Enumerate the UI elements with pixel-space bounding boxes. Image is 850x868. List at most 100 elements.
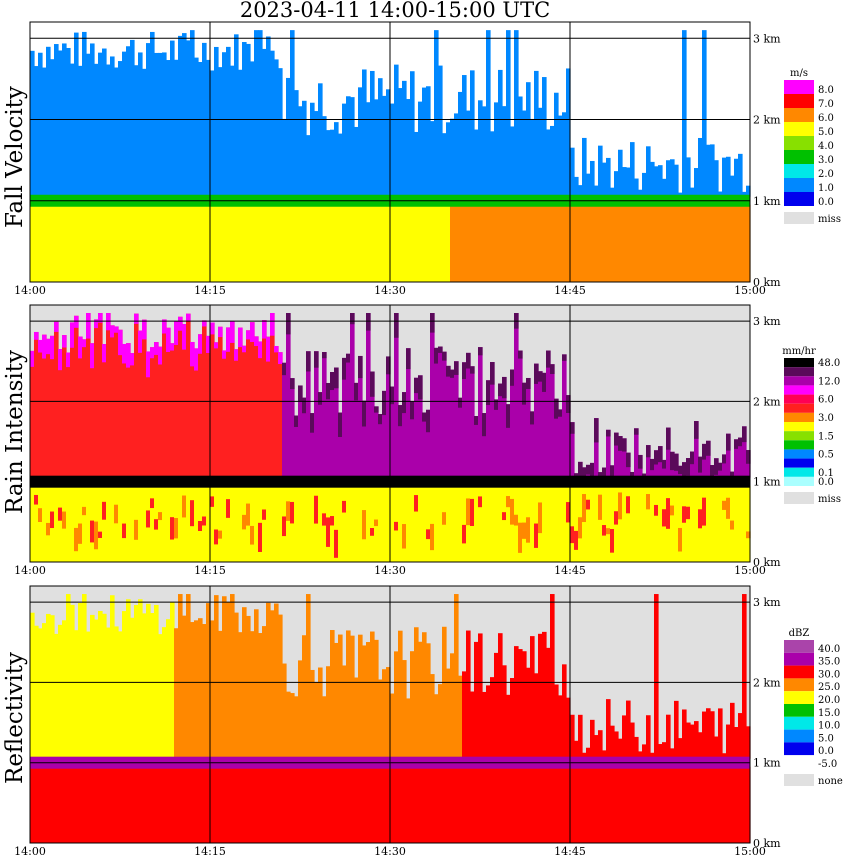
echo-top	[398, 405, 403, 427]
echo-top	[66, 352, 71, 368]
echo-column	[250, 322, 255, 478]
echo-column	[266, 36, 271, 197]
echo-top	[638, 454, 643, 469]
echo-column	[78, 65, 83, 197]
echo-top	[218, 326, 223, 338]
echo-column	[702, 711, 707, 759]
rain-streak	[426, 529, 431, 540]
echo-top	[246, 330, 251, 340]
echo-column	[282, 362, 287, 478]
echo-column	[494, 102, 499, 197]
echo-column	[506, 404, 511, 478]
rain-column	[422, 204, 427, 282]
rain-column	[110, 766, 115, 843]
echo-column	[430, 313, 435, 478]
echo-column	[70, 322, 75, 478]
echo-top	[562, 354, 567, 361]
rain-column	[630, 204, 635, 282]
echo-column	[642, 172, 647, 197]
legend-label: 15.0	[818, 708, 840, 719]
echo-top	[250, 322, 255, 343]
echo-column	[262, 320, 267, 478]
rain-column	[330, 766, 335, 843]
echo-column	[426, 409, 431, 478]
echo-column	[482, 106, 487, 197]
rain-streak	[526, 517, 531, 543]
echo-top	[622, 438, 627, 452]
rain-streak	[394, 521, 399, 531]
rain-column	[34, 204, 39, 282]
rain-column	[554, 485, 559, 562]
rain-column	[406, 204, 411, 282]
rain-column	[566, 485, 571, 562]
rain-column	[330, 204, 335, 282]
echo-column	[714, 736, 719, 759]
rain-column	[322, 766, 327, 843]
rain-column	[606, 204, 611, 282]
echo-column	[126, 46, 131, 197]
rain-column	[710, 204, 715, 282]
echo-column	[326, 382, 331, 478]
echo-column	[290, 30, 295, 197]
echo-column	[354, 677, 359, 759]
rain-column	[106, 485, 111, 562]
echo-column	[226, 46, 231, 197]
rain-column	[246, 204, 251, 282]
rain-column	[126, 204, 131, 282]
rain-column	[630, 485, 635, 562]
echo-column	[178, 316, 183, 478]
echo-top	[578, 461, 583, 477]
rain-column	[354, 485, 359, 562]
rain-column	[546, 766, 551, 843]
rain-streak	[34, 494, 39, 505]
echo-column	[338, 634, 343, 759]
echo-top	[138, 330, 143, 353]
echo-column	[174, 59, 179, 197]
echo-column	[426, 86, 431, 197]
legend-label: 40.0	[818, 644, 840, 655]
rain-column	[550, 766, 555, 843]
rain-column	[170, 204, 175, 282]
rain-column	[150, 485, 155, 562]
rain-column	[678, 204, 683, 282]
rain-streak	[158, 512, 163, 521]
echo-column	[550, 364, 555, 478]
echo-column	[58, 50, 63, 197]
echo-column	[534, 70, 539, 197]
rain-column	[730, 766, 735, 843]
rain-column	[418, 766, 423, 843]
rain-streak	[74, 527, 79, 552]
echo-top	[38, 339, 43, 353]
echo-column	[170, 40, 175, 197]
y-tick-label: 1 km	[753, 757, 781, 770]
echo-column	[278, 352, 283, 478]
echo-column	[182, 33, 187, 197]
rain-column	[674, 204, 679, 282]
echo-column	[262, 48, 267, 197]
rain-column	[370, 485, 375, 562]
rain-column	[602, 766, 607, 843]
rain-column	[590, 766, 595, 843]
rain-column	[90, 204, 95, 282]
legend-swatch	[784, 403, 814, 413]
rain-column	[438, 485, 443, 562]
rain-column	[162, 204, 167, 282]
echo-top	[34, 331, 39, 340]
echo-column	[226, 327, 231, 478]
echo-top	[698, 456, 703, 473]
rain-column	[426, 485, 431, 562]
echo-column	[150, 31, 155, 197]
rain-column	[182, 204, 187, 282]
x-tick-label: 14:00	[14, 845, 46, 858]
echo-top	[106, 313, 111, 331]
echo-column	[330, 372, 335, 478]
echo-column	[714, 160, 719, 197]
echo-column	[38, 52, 43, 197]
rain-column	[194, 766, 199, 843]
echo-column	[598, 730, 603, 759]
echo-top	[410, 401, 415, 420]
echo-column	[210, 620, 215, 759]
rain-streak	[78, 523, 83, 544]
echo-column	[46, 46, 51, 197]
rain-column	[114, 766, 119, 843]
